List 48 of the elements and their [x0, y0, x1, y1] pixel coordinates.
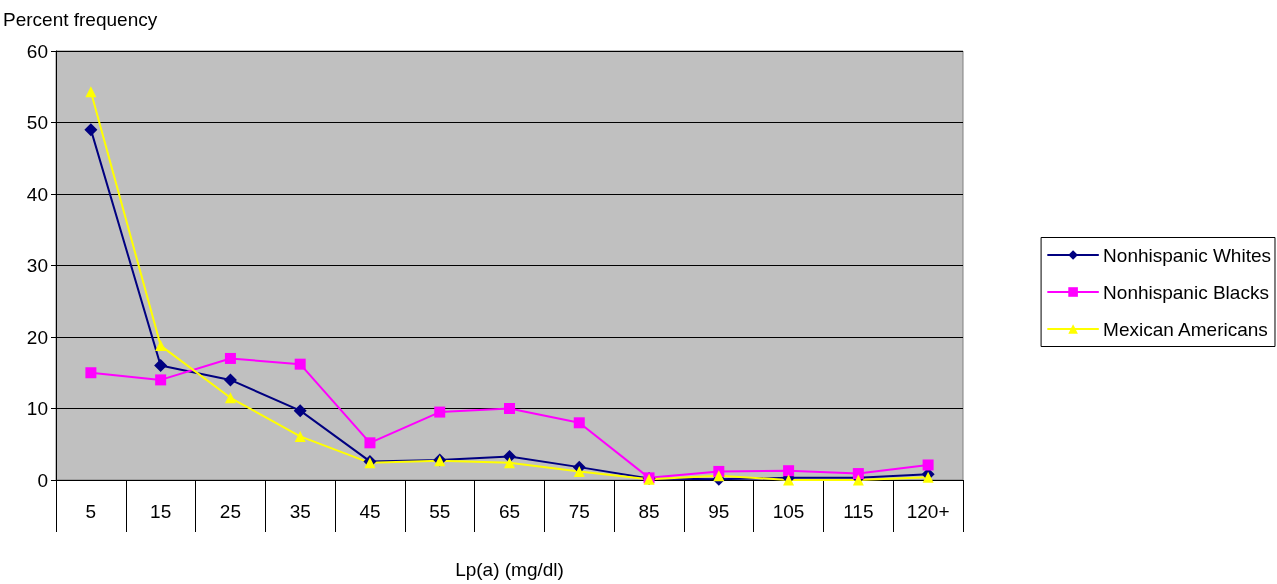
x-tick-label: 105 [772, 501, 805, 522]
x-axis-title: Lp(a) (mg/dl) [455, 559, 564, 580]
point [294, 358, 306, 370]
y-tick-label: 0 [37, 469, 48, 491]
y-tick-label: 50 [26, 112, 48, 133]
legend-label: Nonhispanic Whites [1103, 244, 1272, 266]
x-tick-label: 75 [568, 501, 590, 522]
point [155, 374, 167, 386]
x-tick-label: 45 [359, 501, 381, 522]
x-tick-label: 120+ [906, 501, 950, 522]
point [504, 403, 515, 414]
y-tick-label: 30 [26, 255, 48, 276]
point [434, 406, 446, 418]
point [783, 465, 795, 477]
x-tick-label: 35 [289, 501, 311, 522]
x-tick-label: 85 [638, 501, 660, 522]
point [573, 417, 585, 429]
point [364, 437, 376, 449]
x-tick-label: 55 [429, 501, 451, 522]
y-tick-label: 10 [26, 398, 48, 419]
point [922, 459, 934, 471]
point [573, 465, 585, 477]
legend-label: Mexican Americans [1103, 318, 1268, 340]
y-tick-label: 40 [26, 183, 48, 205]
x-tick-label: 25 [219, 501, 241, 522]
x-tick-label: 15 [150, 501, 172, 522]
x-tick-label: 65 [498, 501, 521, 522]
y-tick-label: 20 [26, 326, 48, 348]
point [504, 457, 515, 469]
x-tick-label: 5 [85, 501, 97, 522]
point [922, 471, 934, 483]
point [85, 86, 97, 98]
point [293, 404, 307, 418]
point [224, 392, 236, 404]
point [224, 352, 236, 364]
x-tick-label: 115 [843, 501, 874, 522]
point [155, 340, 167, 352]
point [223, 373, 237, 387]
point [713, 470, 725, 482]
point [85, 367, 97, 379]
y-tick-label: 60 [26, 40, 48, 62]
point [294, 430, 306, 442]
point [154, 359, 168, 373]
y-axis-title: Percent frequency [3, 9, 158, 30]
legend-label: Nonhispanic Blacks [1103, 281, 1269, 303]
x-tick-label: 95 [708, 501, 730, 522]
point [84, 123, 98, 137]
point [852, 468, 864, 480]
